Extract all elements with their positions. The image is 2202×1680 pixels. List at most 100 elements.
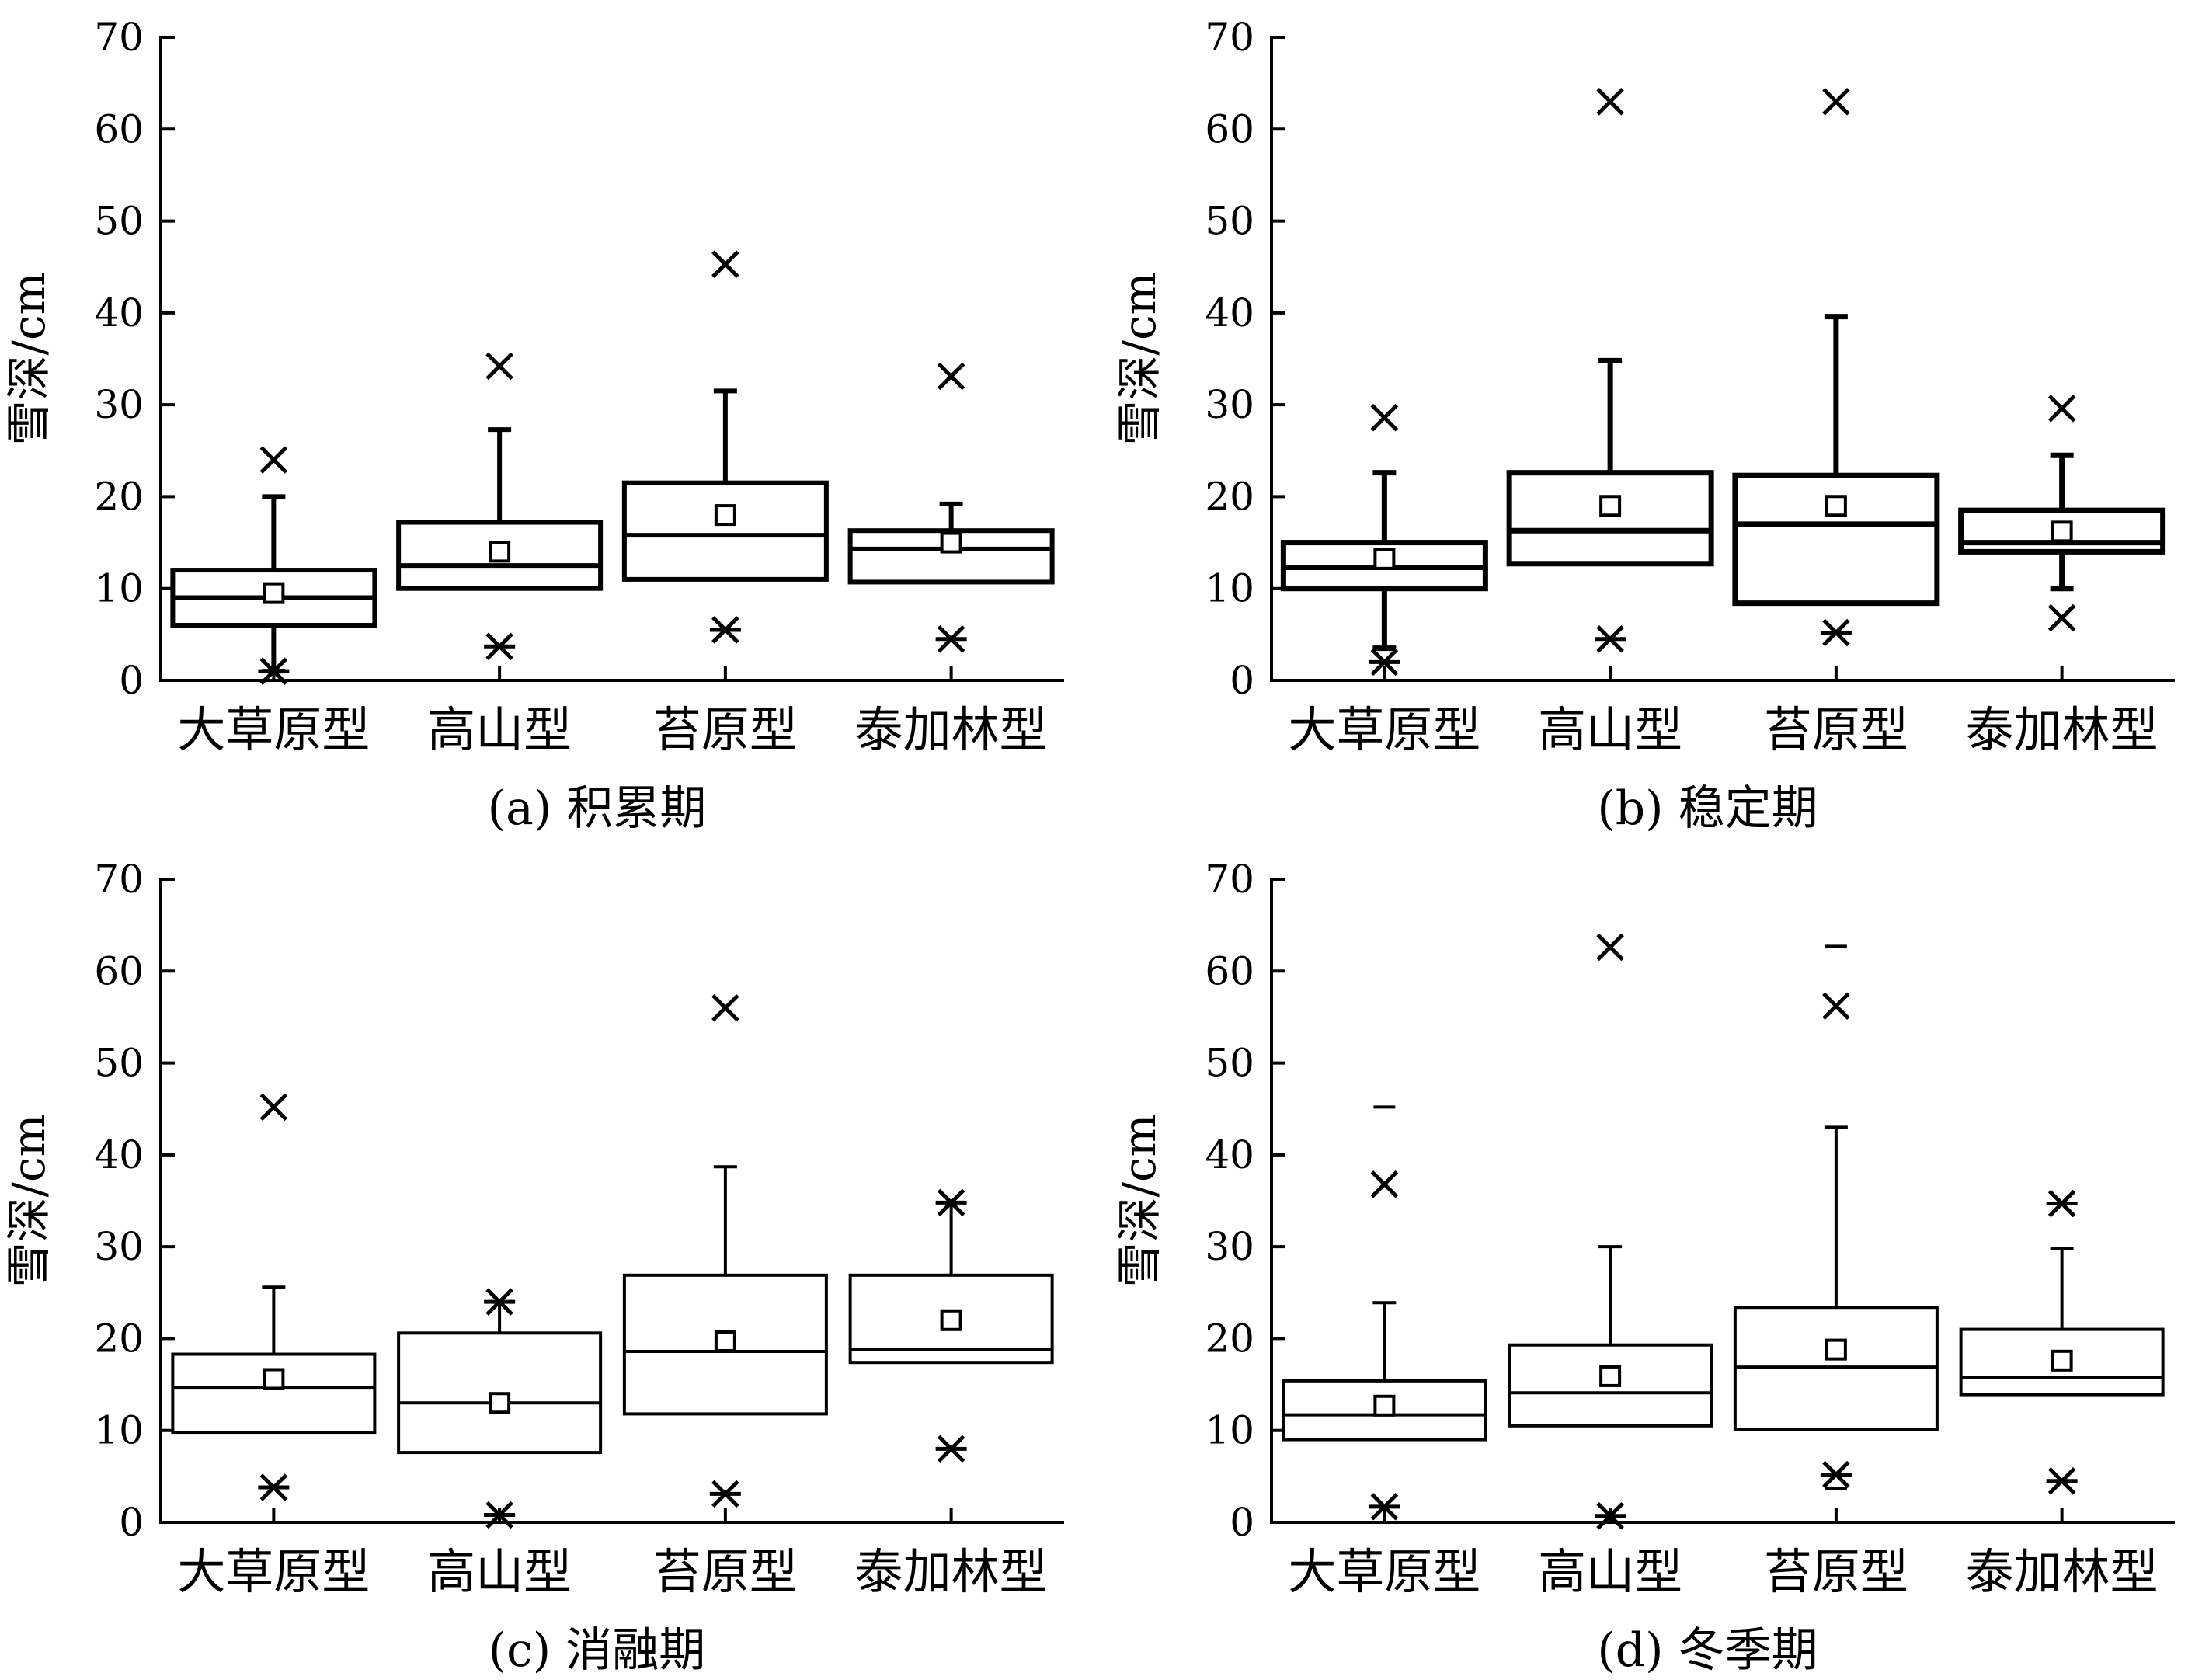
y-tick-label: 70 bbox=[94, 15, 144, 60]
y-tick-label: 20 bbox=[1205, 1316, 1254, 1361]
outlier-stroke bbox=[1596, 88, 1624, 116]
box-3 bbox=[621, 250, 829, 644]
outlier-star-marker bbox=[2046, 1189, 2078, 1218]
box-2 bbox=[397, 1288, 603, 1529]
outlier-star-marker bbox=[709, 1480, 741, 1508]
panel-caption: (b) 稳定期 bbox=[1597, 781, 1818, 836]
outlier-star-marker bbox=[1595, 625, 1626, 653]
x-tick-label: 泰加林型 bbox=[1966, 701, 2159, 758]
x-tick-label: 高山型 bbox=[1538, 1543, 1682, 1600]
y-tick-label: 0 bbox=[1230, 658, 1254, 703]
outlier-star-marker bbox=[709, 616, 741, 644]
mean-marker bbox=[1373, 1394, 1396, 1417]
iqr-box bbox=[621, 480, 829, 582]
mean-marker bbox=[2051, 520, 2073, 543]
outlier-star-marker bbox=[935, 1435, 967, 1463]
x-tick-label: 高山型 bbox=[427, 701, 572, 758]
mean-marker bbox=[489, 1392, 511, 1414]
y-tick-label: 30 bbox=[1205, 382, 1254, 427]
box-2 bbox=[1508, 933, 1713, 1530]
x-tick-label: 苔原型 bbox=[1764, 701, 1908, 758]
mean-marker bbox=[714, 1330, 736, 1352]
y-tick-label: 60 bbox=[1205, 948, 1254, 993]
y-tick-label: 20 bbox=[1205, 474, 1254, 519]
mean-marker bbox=[2051, 1349, 2073, 1372]
outlier-x-marker bbox=[259, 1093, 288, 1122]
iqr-box bbox=[171, 1352, 377, 1435]
x-tick-label: 泰加林型 bbox=[1966, 1543, 2159, 1600]
iqr-box bbox=[396, 520, 604, 591]
y-tick-label: 10 bbox=[1205, 566, 1254, 611]
box-4 bbox=[848, 1188, 1054, 1463]
outlier-star-marker bbox=[935, 625, 967, 653]
x-tick-label: 大草原型 bbox=[1288, 701, 1480, 758]
outlier-stroke bbox=[259, 1093, 288, 1122]
panel-caption: (a) 积累期 bbox=[488, 781, 707, 836]
y-tick-label: 40 bbox=[1205, 1132, 1254, 1177]
y-tick-label: 50 bbox=[1205, 1041, 1254, 1086]
mean-marker bbox=[1825, 495, 1847, 517]
outlier-x-marker bbox=[1822, 88, 1850, 116]
outlier-x-marker bbox=[1596, 933, 1624, 962]
outlier-star-marker bbox=[935, 1188, 967, 1217]
outlier-stroke bbox=[711, 993, 739, 1022]
outlier-star-marker bbox=[484, 1288, 516, 1316]
y-tick-label: 30 bbox=[94, 382, 144, 427]
chart-panel-3: 0 10 20 30 40 50 60 70 雪深/cm 大草原型 高山型 苔原型 泰加林型 (c) 消融… bbox=[2, 857, 1064, 1678]
outlier-star-marker bbox=[1595, 1501, 1626, 1530]
outlier-star-marker bbox=[258, 657, 290, 685]
y-tick-label: 40 bbox=[94, 290, 144, 336]
outlier-x-marker bbox=[1370, 1170, 1399, 1198]
x-tick-label: 大草原型 bbox=[1288, 1543, 1480, 1600]
panel-caption: (d) 冬季期 bbox=[1597, 1623, 1818, 1677]
outlier-star-marker bbox=[1820, 1460, 1852, 1489]
x-tick-label: 苔原型 bbox=[653, 701, 798, 758]
mean-marker bbox=[263, 1368, 285, 1390]
box-3 bbox=[622, 993, 828, 1508]
y-tick-label: 70 bbox=[1205, 15, 1254, 60]
panel-caption: (c) 消融期 bbox=[489, 1623, 706, 1677]
y-tick-label: 10 bbox=[1205, 1408, 1254, 1453]
box-2 bbox=[396, 352, 604, 661]
y-tick-label: 50 bbox=[1205, 199, 1254, 244]
chart-panel-4: 0 10 20 30 40 50 60 70 雪深/cm 大草原型 高山型 苔原型 泰加林型 (d) 冬季… bbox=[1113, 857, 2175, 1678]
chart-panel-1: 0 10 20 30 40 50 60 70 雪深/cm 大草原型 高山型 苔原型 泰加林型 (a) 积累… bbox=[2, 15, 1064, 836]
outlier-x-marker bbox=[2047, 603, 2076, 632]
box-2 bbox=[1506, 88, 1714, 653]
outlier-stroke bbox=[1822, 992, 1850, 1021]
outlier-stroke bbox=[485, 352, 513, 381]
box-4 bbox=[847, 362, 1055, 653]
box-1 bbox=[171, 1093, 377, 1501]
mean-marker bbox=[1599, 1365, 1622, 1387]
x-tick-label: 高山型 bbox=[1538, 701, 1682, 758]
outlier-star-marker bbox=[484, 1501, 516, 1529]
y-tick-label: 20 bbox=[94, 474, 144, 519]
mean-marker bbox=[1599, 495, 1622, 517]
y-axis-label: 雪深/cm bbox=[2, 1114, 55, 1287]
mean-marker bbox=[940, 1309, 962, 1331]
outlier-x-marker bbox=[1596, 88, 1624, 116]
y-tick-label: 20 bbox=[94, 1316, 144, 1361]
y-axis-label: 雪深/cm bbox=[1113, 1114, 1166, 1287]
box-1 bbox=[1280, 403, 1488, 677]
outlier-stroke bbox=[1822, 88, 1850, 116]
y-tick-label: 60 bbox=[1205, 106, 1254, 151]
mean-marker bbox=[263, 582, 285, 604]
y-tick-label: 0 bbox=[1230, 1500, 1254, 1545]
outlier-stroke bbox=[711, 250, 739, 278]
outlier-x-marker bbox=[1370, 403, 1399, 432]
mean-marker bbox=[1825, 1338, 1847, 1361]
iqr-box bbox=[1506, 470, 1714, 567]
outlier-x-marker bbox=[937, 362, 965, 391]
x-tick-label: 泰加林型 bbox=[855, 1543, 1048, 1600]
box-1 bbox=[1282, 1105, 1487, 1521]
y-tick-label: 0 bbox=[119, 1500, 144, 1545]
mean-marker bbox=[1373, 548, 1396, 570]
mean-marker bbox=[714, 504, 736, 527]
box-4 bbox=[1959, 1189, 2165, 1495]
outlier-x-marker bbox=[485, 352, 513, 381]
y-tick-label: 70 bbox=[1205, 857, 1254, 902]
x-tick-label: 大草原型 bbox=[177, 701, 370, 758]
